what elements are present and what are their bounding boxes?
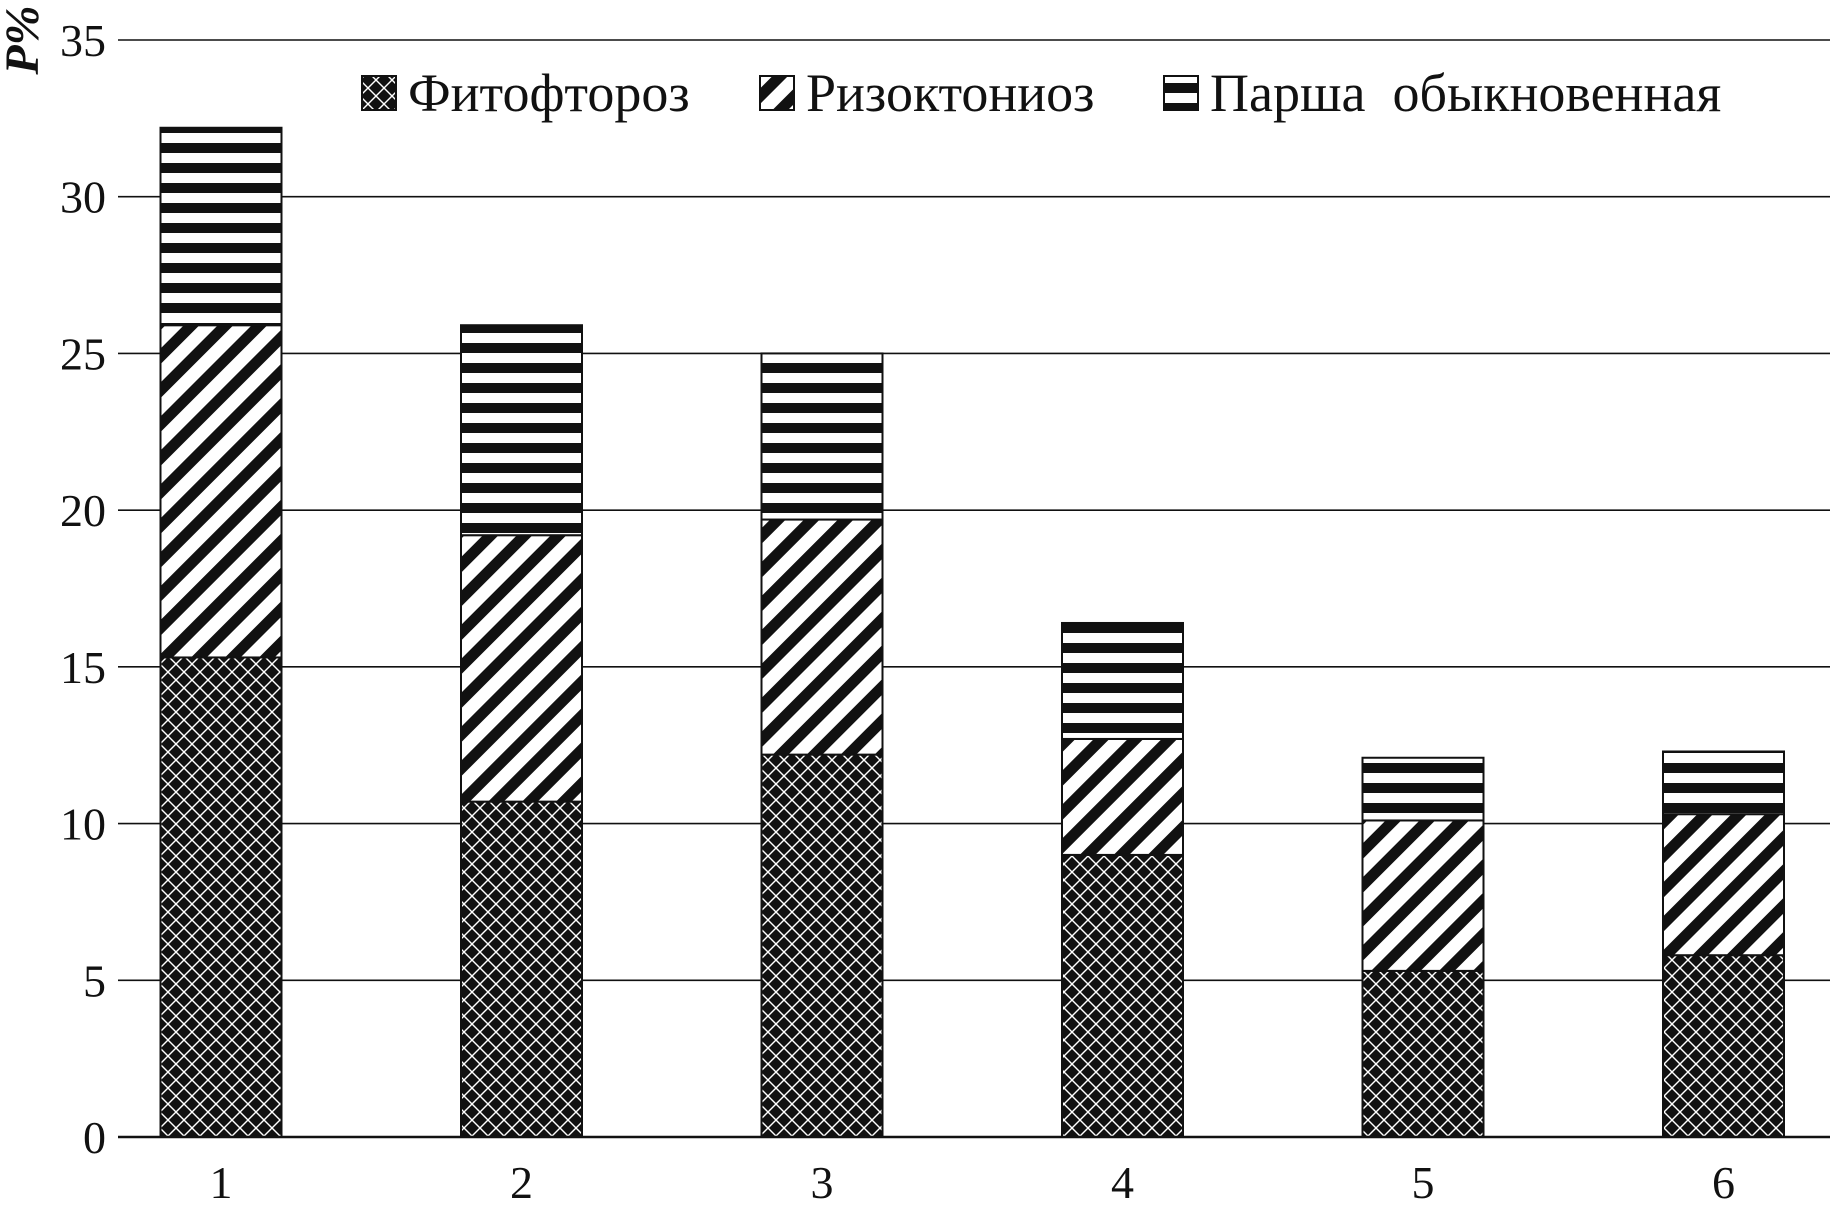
bar-segment-common-scab xyxy=(460,324,583,537)
x-tick-label: 5 xyxy=(1412,1157,1435,1205)
legend: Фитофтороз Ризоктониоз Парша обыкновенна… xyxy=(361,63,1721,123)
x-tick-label: 3 xyxy=(811,1157,834,1205)
bar-segment-phytophthora xyxy=(760,753,884,1138)
bar-segment-rhizoctonia xyxy=(1662,813,1785,957)
bars xyxy=(159,126,1785,1139)
y-tick-label: 35 xyxy=(60,15,106,66)
bar-segment-phytophthora xyxy=(1662,954,1785,1138)
legend-swatch-rhizoctonia xyxy=(759,75,795,111)
y-tick-label: 15 xyxy=(60,642,106,693)
y-axis-title: P% xyxy=(0,5,49,75)
legend-label-common-scab: Парша обыкновенная xyxy=(1210,63,1721,123)
x-tick-label: 6 xyxy=(1712,1157,1735,1205)
bar-segment-phytophthora xyxy=(159,656,283,1138)
y-tick-label: 30 xyxy=(60,172,106,223)
bar-stack-3 xyxy=(760,352,884,1138)
legend-item-common-scab: Парша обыкновенная xyxy=(1163,63,1721,123)
legend-label-phytophthora: Фитофтороз xyxy=(408,63,690,123)
legend-label-rhizoctonia: Ризоктониоз xyxy=(806,63,1094,123)
x-axis-tick-labels: 1 2 3 4 5 6 xyxy=(210,1157,1736,1208)
y-tick-label: 20 xyxy=(60,485,106,536)
bar-segment-phytophthora xyxy=(460,800,583,1138)
legend-item-rhizoctonia: Ризоктониоз xyxy=(759,63,1094,123)
bar-segment-rhizoctonia xyxy=(1061,737,1184,856)
bar-stack-2 xyxy=(460,324,583,1138)
legend-swatch-phytophthora xyxy=(361,75,397,111)
bar-stack-5 xyxy=(1361,756,1485,1139)
x-tick-label: 4 xyxy=(1111,1157,1134,1205)
bar-segment-common-scab xyxy=(1061,621,1184,740)
bar-segment-rhizoctonia xyxy=(1361,819,1485,972)
y-tick-label: 10 xyxy=(60,799,106,850)
gridlines xyxy=(118,39,1830,982)
bar-segment-phytophthora xyxy=(1361,969,1485,1139)
bar-segment-common-scab xyxy=(760,352,884,521)
y-axis-tick-labels: 0 5 10 15 20 25 30 35 xyxy=(60,15,106,1163)
y-tick-label: 5 xyxy=(83,955,106,1006)
bar-segment-rhizoctonia xyxy=(760,518,884,756)
x-tick-label: 2 xyxy=(510,1157,533,1205)
bar-stack-6 xyxy=(1662,750,1785,1138)
x-tick-label: 1 xyxy=(210,1157,233,1205)
bar-segment-rhizoctonia xyxy=(159,324,283,659)
bar-segment-common-scab xyxy=(1662,750,1785,816)
y-tick-label: 25 xyxy=(60,328,106,379)
bar-segment-common-scab xyxy=(159,126,283,327)
y-tick-label: 0 xyxy=(83,1112,106,1163)
bar-segment-rhizoctonia xyxy=(460,534,583,803)
bar-stack-1 xyxy=(159,126,283,1138)
legend-swatch-common-scab xyxy=(1163,75,1199,111)
bar-stack-4 xyxy=(1061,621,1184,1139)
bar-segment-common-scab xyxy=(1361,756,1485,822)
legend-item-phytophthora: Фитофтороз xyxy=(361,63,690,123)
bar-segment-phytophthora xyxy=(1061,853,1184,1139)
